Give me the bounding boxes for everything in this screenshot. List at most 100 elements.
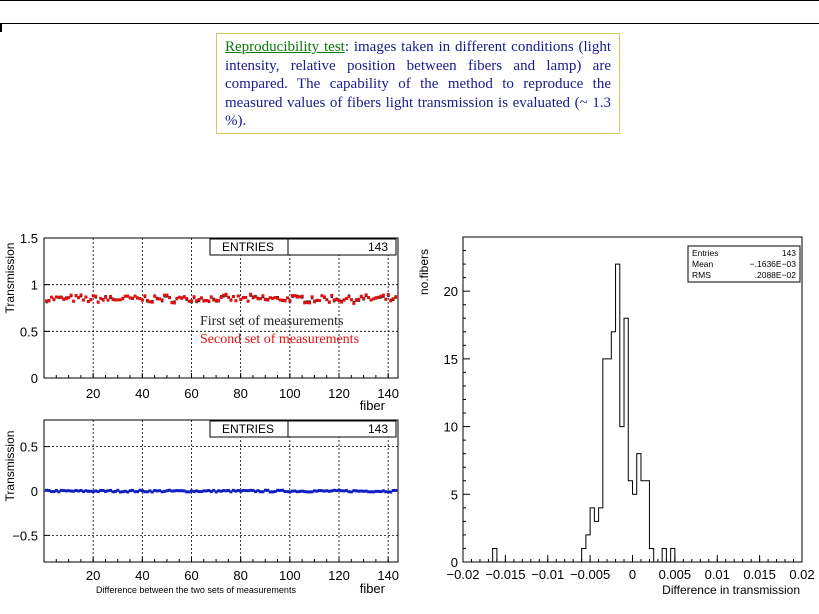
stats-label-3: Mean [692,259,714,269]
point-difference [332,488,336,492]
point-difference [251,488,255,492]
point-difference [367,490,371,494]
point-second-set [357,297,361,301]
point-second-set [231,295,235,299]
point-difference [283,489,287,493]
ylabel-3: no.fibers [417,249,431,295]
point-second-set [212,298,216,302]
histogram-bin [633,494,637,562]
point-second-set [116,298,120,302]
point-difference [170,489,174,493]
point-second-set [391,297,395,301]
point-difference [217,489,221,493]
point-difference [158,489,162,493]
point-second-set [113,298,117,302]
point-second-set [101,298,105,302]
point-second-set [295,295,299,299]
point-second-set [273,295,277,299]
point-second-set [310,295,314,299]
top-rule [0,0,819,24]
point-second-set [290,293,294,297]
caption-lead: Reproducibility test [225,39,345,55]
point-difference [219,489,223,493]
point-second-set [293,294,297,298]
point-second-set [99,296,103,300]
point-difference [123,489,127,493]
point-second-set [64,297,68,301]
point-second-set [145,298,149,302]
point-difference [47,489,51,493]
point-difference [163,489,167,493]
point-difference [172,489,176,493]
point-second-set [342,298,346,302]
point-difference [349,490,353,494]
point-difference [214,490,218,494]
point-second-set [123,294,127,298]
point-second-set [175,297,179,301]
histogram-bin [493,548,497,562]
point-second-set [362,296,366,300]
point-difference [155,489,159,493]
point-second-set [47,299,51,303]
point-second-set [389,299,393,303]
ylabel-1: Transmission [3,243,17,314]
point-second-set [288,299,292,303]
point-second-set [131,296,135,300]
point-difference [290,489,294,493]
tick-label-x-1: 20 [86,386,100,401]
point-difference [207,489,211,493]
point-difference [288,490,292,494]
point-difference [303,490,307,494]
histogram-bin [582,548,586,562]
point-second-set [77,296,81,300]
point-difference [138,488,142,492]
tick-label-x-2: 140 [377,568,399,583]
point-second-set [138,297,142,301]
point-difference [298,489,302,493]
point-difference [310,490,314,494]
point-second-set [226,295,230,299]
point-second-set [197,297,201,301]
point-difference [77,489,81,493]
histogram-bin [624,318,628,562]
legend-second-set: Second set of measurements [200,332,359,347]
point-difference [64,489,68,493]
histogram-bin [649,548,653,562]
point-difference [224,489,228,493]
point-difference [84,489,88,493]
point-difference [254,490,258,494]
tick-label-x-3: 0.015 [743,567,776,582]
stats-label-3: Entries [692,248,718,258]
point-second-set [254,295,258,299]
point-second-set [199,296,203,300]
point-second-set [369,298,373,302]
point-second-set [133,294,137,298]
point-second-set [300,294,304,298]
point-second-set [379,294,383,298]
point-second-set [340,300,344,304]
point-difference [57,490,61,494]
point-difference [121,490,125,494]
point-second-set [305,301,309,305]
point-second-set [234,299,238,303]
histogram-bin [599,508,603,562]
tick-label-y-1: 0 [31,371,38,386]
tick-label-y-2: 0.5 [20,440,38,455]
point-difference [229,490,233,494]
point-second-set [182,295,186,299]
point-second-set [347,295,351,299]
point-second-set [224,292,228,296]
point-difference [278,488,282,492]
point-difference [187,490,191,494]
tick-label-x-1: 60 [184,386,198,401]
point-second-set [313,300,317,304]
point-difference [354,489,358,493]
point-second-set [57,295,61,299]
point-second-set [54,295,58,299]
point-second-set [283,299,287,303]
point-second-set [104,295,108,299]
point-second-set [59,295,63,299]
point-difference [192,490,196,494]
point-difference [74,488,78,492]
point-second-set [209,295,213,299]
